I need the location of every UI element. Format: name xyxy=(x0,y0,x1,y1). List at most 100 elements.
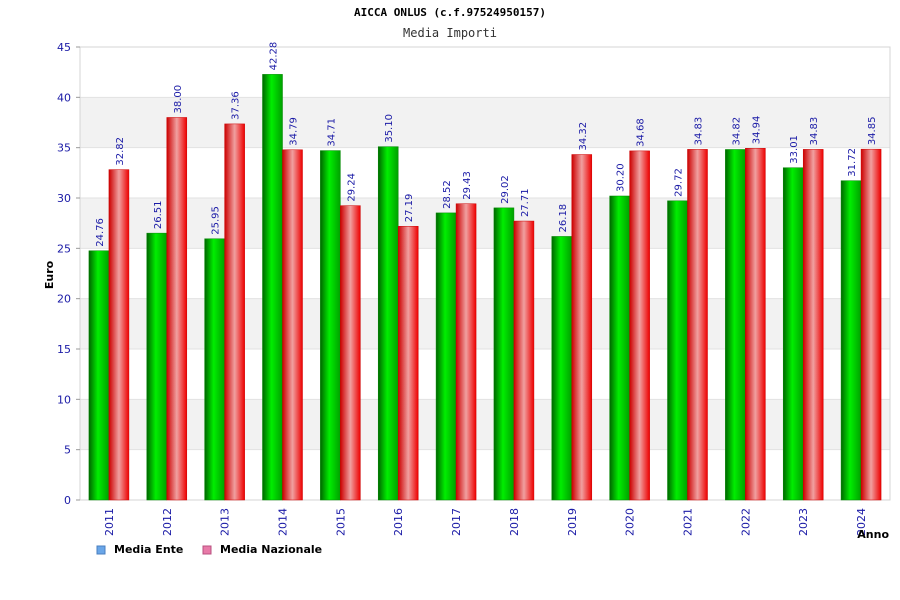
value-label-media-nazionale: 34.85 xyxy=(867,117,878,146)
x-tick-label: 2018 xyxy=(508,508,521,536)
y-tick-label: 5 xyxy=(64,444,71,457)
plot-area-frame xyxy=(79,46,891,501)
bar-media-nazionale xyxy=(629,150,650,501)
value-label-media-ente: 30.20 xyxy=(616,163,627,192)
value-label-media-nazionale: 34.79 xyxy=(289,117,300,146)
bar-media-ente xyxy=(320,150,341,501)
value-label-media-ente: 31.72 xyxy=(847,148,858,177)
legend: Media Ente Media Nazionale xyxy=(96,543,322,556)
y-axis-ticks: 0 5 10 15 20 25 30 35 40 45 xyxy=(57,41,80,507)
value-label-media-ente: 25.95 xyxy=(211,206,222,235)
bar-media-nazionale xyxy=(455,203,477,501)
bar-media-ente xyxy=(146,232,168,501)
background-band xyxy=(80,97,890,148)
legend-swatch-media-nazionale xyxy=(202,545,212,555)
value-label-media-nazionale: 38.00 xyxy=(173,85,184,114)
bar-media-ente xyxy=(725,149,746,501)
x-tick-label: 2016 xyxy=(392,508,405,536)
legend-label-media-nazionale: Media Nazionale xyxy=(220,543,322,556)
x-tick-label: 2024 xyxy=(855,508,868,536)
x-tick-label: 2013 xyxy=(219,508,232,536)
chart-title: AICCA ONLUS (c.f.97524950157) xyxy=(354,6,546,19)
value-label-media-nazionale: 34.83 xyxy=(694,117,705,146)
value-label-media-ente: 26.51 xyxy=(153,200,164,229)
value-label-media-nazionale: 27.19 xyxy=(404,194,415,223)
y-tick-label: 15 xyxy=(57,343,71,356)
plot-background-bands xyxy=(80,97,890,450)
y-tick-label: 25 xyxy=(57,242,71,255)
bar-media-ente xyxy=(609,195,630,501)
bar-media-ente xyxy=(840,180,862,501)
value-label-media-nazionale: 34.32 xyxy=(578,122,589,151)
x-tick-label: 2014 xyxy=(277,508,290,536)
value-label-media-ente: 34.71 xyxy=(326,118,337,147)
value-label-media-nazionale: 29.24 xyxy=(346,173,357,202)
y-tick-label: 10 xyxy=(57,393,71,406)
background-band xyxy=(80,198,890,249)
legend-swatch-media-ente xyxy=(96,545,106,555)
x-tick-label: 2023 xyxy=(797,508,810,536)
bar-media-ente xyxy=(551,236,573,501)
x-axis-label: Anno xyxy=(857,528,889,541)
bar-media-nazionale xyxy=(687,149,708,501)
y-tick-label: 45 xyxy=(57,41,71,54)
bar-media-nazionale xyxy=(860,148,882,501)
value-label-media-nazionale: 34.83 xyxy=(809,117,820,146)
bar-media-nazionale xyxy=(224,123,245,501)
legend-label-media-ente: Media Ente xyxy=(114,543,183,556)
bar-media-nazionale xyxy=(340,205,361,501)
bar-media-nazionale xyxy=(108,169,130,501)
bar-media-nazionale xyxy=(802,149,824,501)
x-axis-ticks: 2011 2012 2013 2014 2015 2016 2017 2018 2019 2020… xyxy=(103,508,868,536)
bar-media-ente xyxy=(204,238,225,501)
background-band xyxy=(80,399,890,450)
chart-subtitle: Media Importi xyxy=(403,26,497,40)
x-tick-label: 2012 xyxy=(161,508,174,536)
bar-media-ente xyxy=(377,146,399,501)
y-axis-label: Euro xyxy=(43,260,56,289)
bar-value-labels: 24.76 32.82 26.51 38.00 25.95 37.36 42.28 34.79… xyxy=(95,42,878,247)
bar-media-ente xyxy=(667,200,688,501)
bar-media-nazionale xyxy=(397,226,419,501)
x-tick-label: 2017 xyxy=(450,508,463,536)
value-label-media-ente: 35.10 xyxy=(384,114,395,143)
y-tick-label: 40 xyxy=(57,91,71,104)
background-band xyxy=(80,298,890,349)
bar-series xyxy=(88,74,882,501)
x-tick-label: 2021 xyxy=(682,508,695,536)
value-label-media-nazionale: 37.36 xyxy=(231,91,242,120)
bar-media-nazionale xyxy=(745,148,766,501)
y-tick-label: 20 xyxy=(57,293,71,306)
bar-media-ente xyxy=(262,74,283,501)
value-label-media-ente: 33.01 xyxy=(789,135,800,164)
value-label-media-ente: 26.18 xyxy=(558,204,569,233)
bar-media-ente xyxy=(782,167,804,501)
bar-media-nazionale xyxy=(571,154,593,501)
x-tick-label: 2011 xyxy=(103,508,116,536)
bar-media-ente xyxy=(493,207,515,501)
bar-media-nazionale xyxy=(282,149,303,501)
bar-media-ente xyxy=(435,212,457,501)
value-label-media-ente: 42.28 xyxy=(269,42,280,71)
y-tick-label: 35 xyxy=(57,142,71,155)
x-tick-label: 2022 xyxy=(739,508,752,536)
x-tick-label: 2020 xyxy=(624,508,637,536)
value-label-media-ente: 28.52 xyxy=(442,180,453,209)
bar-media-nazionale xyxy=(513,220,535,501)
x-tick-label: 2019 xyxy=(566,508,579,536)
bar-media-ente xyxy=(88,250,110,501)
value-label-media-nazionale: 34.94 xyxy=(751,116,762,145)
value-label-media-nazionale: 34.68 xyxy=(636,118,647,147)
y-tick-label: 0 xyxy=(64,494,71,507)
value-label-media-nazionale: 27.71 xyxy=(520,188,531,217)
value-label-media-nazionale: 29.43 xyxy=(462,171,473,200)
value-label-media-ente: 29.02 xyxy=(500,175,511,204)
value-label-media-ente: 34.82 xyxy=(731,117,742,146)
value-label-media-ente: 29.72 xyxy=(674,168,685,197)
bar-media-nazionale xyxy=(166,117,188,501)
x-tick-label: 2015 xyxy=(334,508,347,536)
value-label-media-nazionale: 32.82 xyxy=(115,137,126,166)
y-tick-label: 30 xyxy=(57,192,71,205)
value-label-media-ente: 24.76 xyxy=(95,218,106,247)
